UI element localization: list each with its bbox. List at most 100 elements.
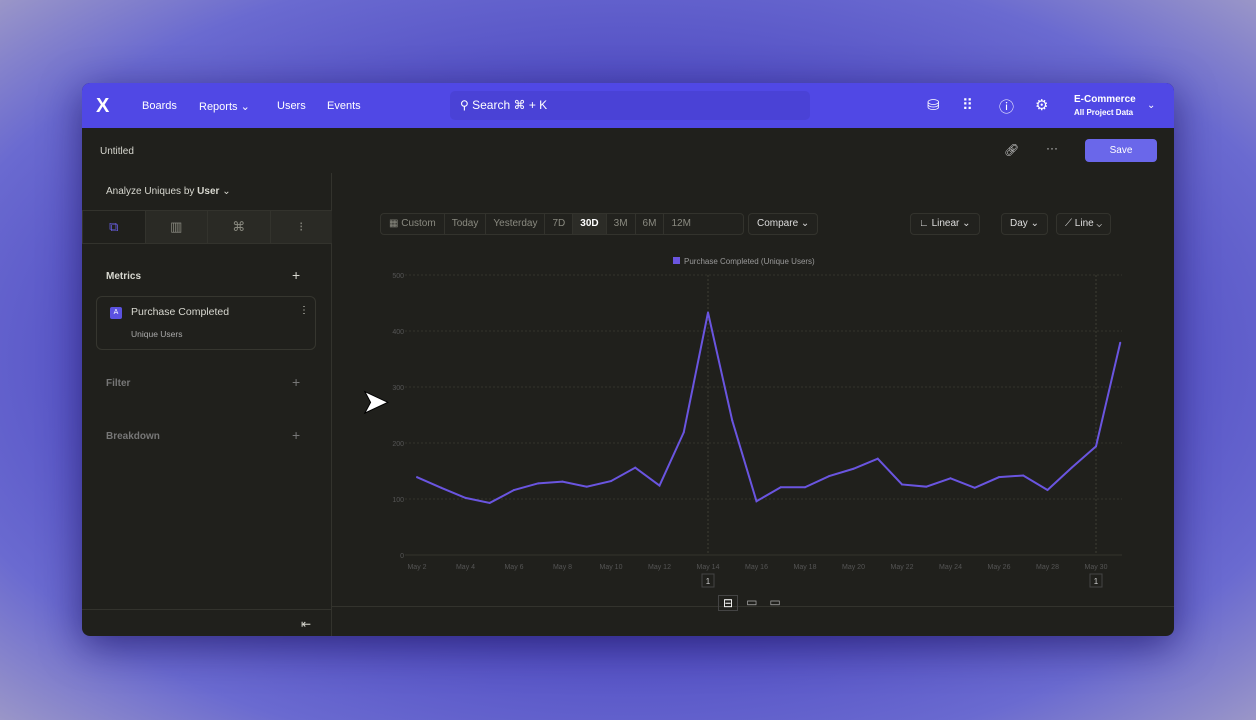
interval-label: Day	[1010, 218, 1028, 229]
data-point	[513, 489, 515, 492]
search-input[interactable]: ⚲ Search ⌘ + K	[450, 91, 810, 120]
search-icon: ⚲	[460, 98, 473, 112]
data-point	[464, 496, 467, 499]
annotation-label: 1	[1094, 577, 1099, 586]
nav-reports[interactable]: Reports ⌄	[199, 100, 250, 113]
range-12m[interactable]: 12M	[663, 214, 697, 234]
chart-type-select[interactable]: ⟋ Line ⌄	[1056, 213, 1111, 235]
x-tick-label: May 16	[745, 564, 768, 571]
custom-label: Custom	[401, 218, 436, 229]
data-point	[682, 431, 685, 434]
layout-split-icon[interactable]: ⊟	[718, 595, 739, 611]
x-tick-label: May 6	[504, 564, 523, 571]
data-point	[731, 419, 734, 422]
nav-reports-label: Reports	[199, 101, 238, 113]
layout-bottom-icon[interactable]: ▭	[769, 595, 781, 609]
data-point	[561, 480, 564, 483]
compare-label: Compare	[757, 218, 799, 229]
link-icon[interactable]: 🔗︎	[1004, 143, 1020, 157]
metric-name: Purchase Completed	[131, 306, 230, 318]
nav-users[interactable]: Users	[277, 100, 306, 112]
data-point	[949, 477, 952, 480]
data-point	[537, 482, 540, 485]
help-icon[interactable]: ⓘ	[999, 99, 1015, 116]
data-point	[707, 311, 709, 314]
data-point	[1095, 445, 1097, 448]
analyze-by[interactable]: Analyze Uniques by User ⌄	[106, 186, 231, 197]
data-point	[488, 501, 491, 504]
view-tabs: ⧉ ▥ ⌘ ⁝	[82, 210, 332, 244]
x-tick-label: May 26	[988, 564, 1011, 571]
data-point	[925, 485, 928, 488]
data-point	[585, 485, 588, 488]
chevron-down-icon[interactable]: ⌄	[1147, 100, 1156, 111]
collapse-sidebar-icon[interactable]: ⇤	[301, 617, 312, 631]
x-tick-label: May 10	[600, 564, 623, 571]
report-title[interactable]: Untitled	[100, 146, 134, 157]
tab-insights-icon[interactable]: ⧉	[82, 211, 145, 243]
top-nav: X Boards Reports ⌄ Users Events ⚲ Search…	[82, 83, 1174, 128]
x-tick-label: May 18	[794, 564, 817, 571]
data-point	[1022, 474, 1025, 477]
sidebar: Analyze Uniques by User ⌄ ⧉ ▥ ⌘ ⁝ Metrics +…	[82, 173, 332, 636]
metric-letter: A	[110, 307, 122, 319]
data-point	[901, 483, 903, 486]
data-point	[779, 486, 782, 489]
x-tick-label: May 8	[553, 564, 572, 571]
tab-funnel-icon[interactable]: ⁝	[269, 211, 332, 243]
range-today[interactable]: Today	[443, 214, 486, 234]
gear-icon[interactable]: ⚙	[1035, 97, 1049, 114]
data-point	[1119, 341, 1122, 344]
layout-toggle: ⊟ ▭ ▭	[718, 595, 785, 611]
tab-bar-icon[interactable]: ▥	[144, 211, 207, 243]
add-filter-plus-icon[interactable]: +	[292, 374, 301, 390]
filter-heading: Filter	[106, 378, 131, 389]
chart-type-label: Line	[1074, 218, 1094, 229]
range-7d[interactable]: 7D	[544, 214, 572, 234]
data-point	[828, 475, 831, 478]
x-tick-label: May 24	[939, 564, 962, 571]
annotation-label: 1	[706, 577, 711, 586]
apps-grid-icon[interactable]: ⠿	[962, 97, 973, 114]
range-6m[interactable]: 6M	[634, 214, 664, 234]
data-point	[755, 500, 758, 503]
x-tick-label: May 28	[1036, 564, 1059, 571]
logo[interactable]: X	[96, 95, 110, 117]
custom-range-button[interactable]: ▦ Custom	[389, 218, 436, 229]
metric-card[interactable]: A Purchase Completed Unique Users ⋮	[96, 296, 316, 350]
project-sub: All Project Data	[1074, 108, 1134, 117]
range-yesterday[interactable]: Yesterday	[485, 214, 544, 234]
x-tick-label: May 20	[842, 564, 865, 571]
data-point	[610, 480, 612, 483]
project-selector[interactable]: E-Commerce All Project Data	[1074, 93, 1136, 119]
kebab-menu-icon[interactable]: ⋮	[299, 305, 309, 316]
data-point	[804, 486, 806, 489]
save-button[interactable]: Save	[1085, 139, 1157, 162]
y-tick-label: 100	[392, 497, 404, 504]
interval-select[interactable]: Day ⌄	[1001, 213, 1048, 235]
nav-boards[interactable]: Boards	[142, 100, 177, 112]
data-point	[973, 486, 976, 489]
x-tick-label: May 14	[697, 564, 720, 571]
range-3m[interactable]: 3M	[605, 214, 635, 234]
more-icon[interactable]: ···	[1046, 141, 1058, 155]
data-point	[634, 466, 637, 469]
search-placeholder: Search ⌘ + K	[472, 98, 548, 112]
legend-label[interactable]: Purchase Completed (Unique Users)	[684, 257, 815, 266]
y-tick-label: 400	[392, 329, 404, 336]
divider	[332, 606, 1174, 607]
data-point	[440, 486, 443, 489]
range-30d[interactable]: 30D	[572, 214, 606, 234]
scale-select[interactable]: ∟ Linear ⌄	[910, 213, 980, 235]
metrics-heading: Metrics	[106, 271, 142, 282]
layout-top-icon[interactable]: ▭	[746, 595, 758, 609]
database-icon[interactable]: ⛁	[927, 97, 940, 114]
chevron-down-icon: ⌄	[240, 101, 250, 113]
compare-button[interactable]: Compare ⌄	[748, 213, 819, 235]
tab-flows-icon[interactable]: ⌘	[207, 211, 270, 243]
add-metric-plus-icon[interactable]: +	[292, 267, 301, 283]
data-point	[852, 467, 855, 470]
add-breakdown-plus-icon[interactable]: +	[292, 427, 301, 443]
nav-events[interactable]: Events	[327, 100, 361, 112]
